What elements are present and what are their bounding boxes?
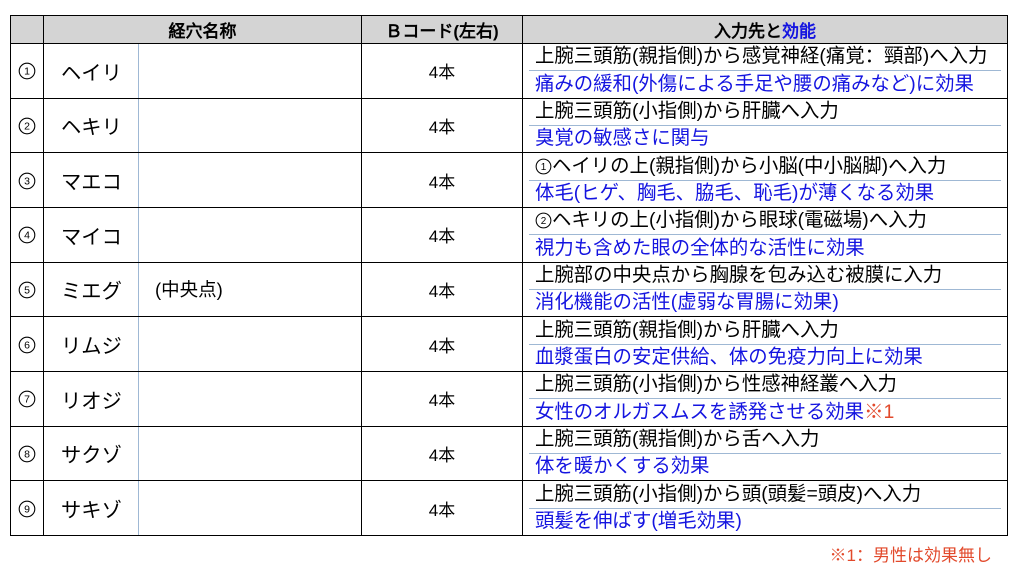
svg-text:8: 8 (24, 449, 30, 461)
svg-text:7: 7 (24, 394, 30, 406)
svg-text:5: 5 (24, 285, 30, 297)
svg-text:3: 3 (24, 175, 30, 187)
svg-text:1: 1 (541, 162, 547, 173)
svg-text:6: 6 (24, 339, 30, 351)
svg-text:4: 4 (24, 230, 30, 242)
svg-text:2: 2 (541, 216, 547, 227)
svg-text:9: 9 (24, 503, 30, 515)
svg-text:1: 1 (24, 66, 30, 78)
svg-text:2: 2 (24, 121, 30, 133)
